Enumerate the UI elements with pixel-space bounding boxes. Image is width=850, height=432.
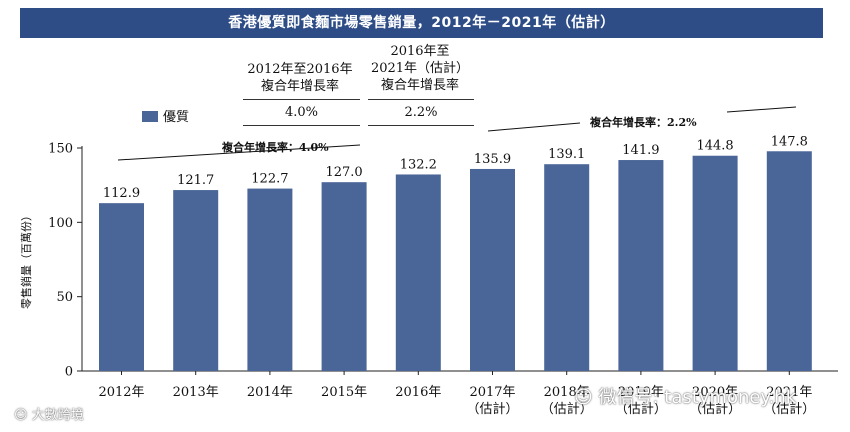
data-label-2020年: 144.8	[696, 139, 733, 154]
cagr-period-1-line1: 2012年至2016年	[247, 62, 353, 77]
bar-2014年	[247, 188, 293, 371]
legend-label: 優質	[163, 110, 190, 125]
cagr-period-2-line1: 2016年至	[390, 44, 450, 59]
cagr-rule-2-bottom	[368, 125, 474, 126]
cagr-rule-1-bottom	[243, 125, 360, 126]
bar-2021年	[766, 151, 812, 371]
x-tick-label-2014年: 2014年	[247, 385, 293, 400]
bar-2015年	[321, 182, 367, 371]
x-tick-label-2013年: 2013年	[173, 385, 219, 400]
x-tick-label-2016年: 2016年	[395, 385, 441, 400]
cagr-period-2-line2: 2021年（估計）	[370, 61, 470, 76]
x-tick-label-2018年: 2018年	[544, 385, 590, 400]
legend: 優質	[142, 106, 189, 125]
wechat-icon-right: ☺	[574, 387, 593, 408]
cagr-value-2: 2.2%	[404, 105, 438, 120]
chart-title-banner: 香港優質即食麵市場零售銷量，2012年－2021年（估計）	[20, 8, 823, 38]
x-tick-label-2021年: 2021年	[766, 385, 812, 400]
cagr-value-1: 4.0%	[284, 105, 319, 120]
x-tick-note-2020年: （估計）	[689, 401, 741, 417]
x-tick-note-2017年: （估計）	[466, 401, 518, 417]
x-tick-note-2021年: （估計）	[763, 401, 815, 417]
cagr-rule-2-top	[368, 99, 474, 100]
bar-2013年	[173, 190, 219, 371]
bar-2016年	[395, 174, 441, 371]
bar-2012年	[99, 203, 144, 371]
y-axis-label: 零售銷量（百萬份）	[19, 210, 33, 309]
data-label-2018年: 139.1	[548, 147, 585, 162]
data-label-2014年: 122.7	[251, 172, 288, 187]
bar-2018年	[544, 164, 590, 371]
watermark-left: ☺ 大數跨境	[14, 404, 84, 423]
y-tick-label-0: 0	[65, 365, 73, 380]
trend-line-2016-2021-right	[726, 106, 797, 113]
y-tick-label-150: 150	[48, 142, 73, 157]
x-tick-note-2019年: （估計）	[615, 401, 667, 417]
y-tick-label-100: 100	[48, 216, 73, 231]
watermark-left-text: 大數跨境	[31, 408, 84, 423]
data-label-2015年: 127.0	[325, 165, 362, 180]
bar-2019年	[618, 160, 664, 371]
data-label-2012年: 112.9	[103, 186, 140, 201]
x-tick-label-2015年: 2015年	[321, 385, 367, 400]
cagr-period-2-line3: 複合年增長率	[380, 78, 459, 93]
trend-line-2012-2016	[117, 144, 361, 161]
legend-swatch	[142, 111, 158, 122]
cagr-period-1-line2: 複合年增長率	[260, 79, 339, 94]
data-label-2019年: 141.9	[622, 143, 659, 158]
x-tick-label-2017年: 2017年	[469, 385, 515, 400]
trend-line-2016-2021-left	[487, 122, 581, 132]
data-label-2016年: 132.2	[400, 157, 437, 172]
wechat-icon: ☺	[14, 408, 28, 423]
x-tick-note-2018年: （估計）	[541, 401, 593, 417]
bar-2017年	[470, 168, 515, 371]
watermark-right-text: 微信号: tastymoney.hk	[598, 387, 797, 408]
x-tick-label-2019年: 2019年	[618, 385, 664, 400]
bar-2020年	[692, 155, 738, 371]
data-label-2021年: 147.8	[771, 134, 808, 149]
x-tick-label-2020年: 2020年	[692, 385, 738, 400]
data-label-2017年: 135.9	[474, 152, 511, 167]
x-tick-label-2012年: 2012年	[98, 385, 144, 400]
y-tick-label-50: 50	[56, 290, 73, 305]
trend-label-2012-2016: 複合年增長率：4.0%	[222, 141, 329, 154]
watermark-right: ☺ 微信号: tastymoney.hk	[574, 383, 796, 409]
trend-label-2016-2021: 複合年增長率：2.2%	[590, 116, 697, 129]
data-label-2013年: 121.7	[177, 173, 214, 188]
cagr-rule-1-top	[243, 99, 360, 100]
